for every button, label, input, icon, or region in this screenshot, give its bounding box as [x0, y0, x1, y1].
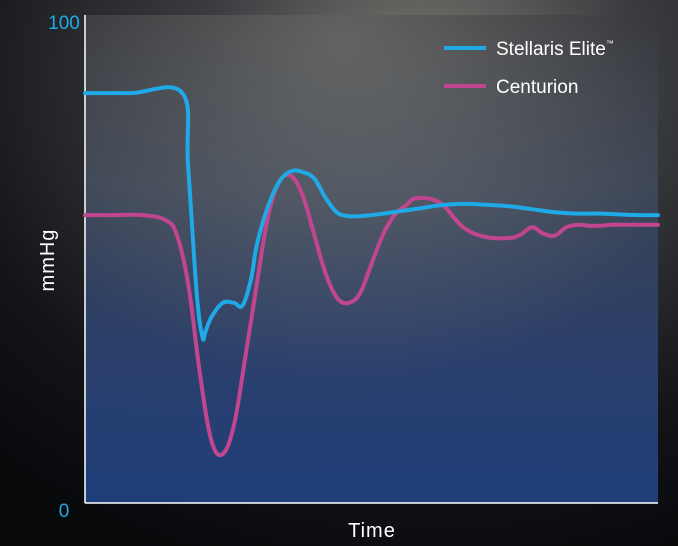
x-axis-label: Time [348, 520, 396, 542]
legend-label-centurion: Centurion [496, 77, 578, 98]
legend-label-stellaris-name: Stellaris Elite [496, 39, 606, 60]
legend-label-stellaris-trademark: ™ [606, 39, 614, 48]
series-line-stellaris-elite [83, 85, 660, 342]
y-tick-label-min: 0 [59, 501, 70, 522]
series-line-centurion [83, 172, 660, 458]
series-layer [83, 85, 660, 458]
legend-label-stellaris: Stellaris Elite™ [496, 39, 614, 60]
y-tick-label-max: 100 [48, 13, 80, 34]
y-axis-label: mmHg [37, 229, 59, 292]
legend: Stellaris Elite™ Centurion [444, 39, 614, 98]
